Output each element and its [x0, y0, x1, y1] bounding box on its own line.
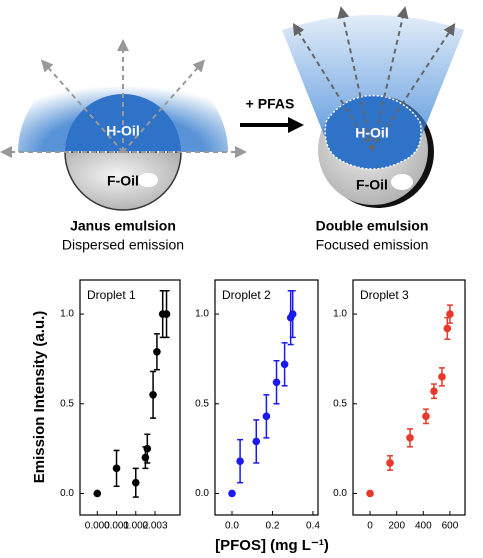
plot-title: Droplet 3	[360, 288, 409, 302]
x-tick-label: 0.2	[266, 521, 280, 532]
highlight	[391, 174, 413, 190]
x-tick-label: 0.000	[85, 521, 110, 532]
point	[438, 373, 446, 381]
y-tick-label: 0.5	[60, 398, 74, 409]
f-oil-phase	[64, 151, 182, 211]
point	[149, 391, 157, 399]
point	[422, 412, 430, 421]
y-tick-label: 0.0	[60, 488, 74, 499]
arrow-label: + PFAS	[246, 96, 295, 112]
y-tick-label: 0.5	[333, 398, 347, 409]
x-tick-label: 0	[367, 521, 373, 532]
janus-droplet: H-Oil F-Oil Janus emulsion Dispersed emi…	[0, 39, 247, 253]
x-tick-label: 600	[442, 521, 459, 532]
subtitle: Dispersed emission	[62, 237, 184, 253]
point	[162, 310, 171, 318]
y-tick-label: 0.0	[195, 488, 209, 499]
point	[446, 310, 454, 318]
x-tick-label: 200	[388, 521, 405, 532]
label: H-Oil	[355, 125, 388, 141]
plot-title: Droplet 1	[87, 288, 136, 302]
label: F-Oil	[356, 177, 388, 193]
point	[112, 464, 121, 473]
point	[288, 310, 297, 318]
y-tick-label: 1.0	[60, 309, 74, 320]
plot-frame	[79, 279, 181, 516]
plot-title: Droplet 2	[222, 288, 271, 302]
point	[252, 437, 261, 446]
plot-frame	[352, 279, 466, 516]
point	[131, 478, 140, 487]
x-tick-label: 400	[415, 521, 432, 532]
title: Janus emulsion	[70, 218, 176, 234]
x-tick-label: 0.001	[104, 521, 129, 532]
emission-arrows	[0, 39, 247, 158]
plot-frame	[214, 279, 319, 516]
point	[236, 457, 244, 465]
y-axis-label: Emission Intensity (a.u.)	[31, 311, 48, 484]
emission-arrows	[292, 6, 456, 151]
point	[262, 412, 271, 421]
y-tick-label: 0.5	[195, 398, 209, 409]
subtitle: Focused emission	[316, 237, 429, 253]
h-oil-phase	[324, 94, 422, 170]
y-tick-label: 1.0	[195, 309, 209, 320]
x-tick-label: 0.002	[123, 521, 148, 532]
x-tick-label: 0.0	[225, 521, 239, 532]
title: Double emulsion	[316, 218, 429, 234]
point	[143, 444, 152, 453]
x-tick-label: 0.4	[306, 521, 320, 532]
highlight	[138, 173, 158, 187]
double-droplet: H-Oil F-Oil Double emulsion Focused emis…	[282, 6, 464, 253]
point	[406, 434, 414, 442]
y-tick-label: 1.0	[333, 309, 347, 320]
point	[93, 489, 102, 498]
point	[280, 360, 289, 369]
x-tick-label: 0.003	[142, 521, 167, 532]
point	[366, 489, 374, 498]
point	[386, 459, 394, 467]
point	[443, 324, 452, 333]
label: F-Oil	[107, 173, 139, 189]
point	[272, 378, 281, 387]
label: H-Oil	[106, 123, 139, 139]
point	[153, 347, 161, 356]
point	[430, 387, 438, 396]
x-axis-label: [PFOS] (mg L⁻¹)	[215, 537, 329, 554]
point	[228, 489, 236, 498]
y-tick-label: 0.0	[333, 488, 347, 499]
